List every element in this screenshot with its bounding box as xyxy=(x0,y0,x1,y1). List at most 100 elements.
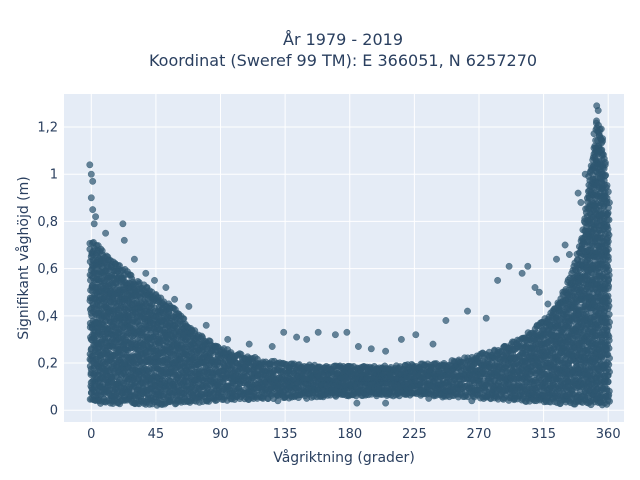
data-point xyxy=(151,276,158,284)
data-point xyxy=(171,295,179,303)
data-point xyxy=(343,328,351,336)
data-point xyxy=(604,253,612,261)
y-tick-label: 0,8 xyxy=(37,215,58,230)
data-point xyxy=(89,206,97,214)
data-point xyxy=(314,328,322,336)
data-point xyxy=(603,181,611,189)
data-point xyxy=(280,328,288,336)
data-point xyxy=(102,229,110,237)
data-point xyxy=(87,170,95,178)
data-point xyxy=(581,170,589,178)
data-point xyxy=(442,317,450,324)
data-point xyxy=(601,161,609,169)
data-point xyxy=(274,397,282,405)
x-tick-label: 0 xyxy=(87,427,95,442)
data-point xyxy=(606,318,613,326)
data-point xyxy=(303,335,311,343)
data-point xyxy=(600,151,607,159)
data-point xyxy=(293,333,300,341)
data-point xyxy=(367,345,375,353)
y-tick-label: 0,2 xyxy=(37,357,58,372)
data-point xyxy=(120,236,128,244)
data-point xyxy=(425,394,433,402)
data-point xyxy=(130,255,138,263)
data-point xyxy=(606,397,613,405)
y-tick-label: 1,2 xyxy=(37,121,58,136)
chart-subtitle: Koordinat (Sweref 99 TM): E 366051, N 62… xyxy=(149,51,537,70)
data-point xyxy=(382,399,389,407)
data-point xyxy=(605,361,613,368)
x-tick-label: 315 xyxy=(531,427,556,442)
data-point xyxy=(605,231,613,239)
data-point xyxy=(482,314,490,322)
data-point xyxy=(574,189,582,197)
x-tick-label: 360 xyxy=(596,427,621,442)
data-point xyxy=(464,307,471,315)
data-points xyxy=(86,102,613,409)
data-point xyxy=(89,177,97,185)
data-point xyxy=(468,397,476,405)
data-point xyxy=(535,288,543,296)
data-point xyxy=(605,387,613,395)
data-point xyxy=(606,354,613,362)
data-point xyxy=(605,245,612,253)
data-point xyxy=(604,225,612,233)
data-point xyxy=(353,399,361,407)
data-point xyxy=(185,302,193,310)
x-tick-label: 135 xyxy=(273,427,298,442)
data-point xyxy=(577,199,585,206)
data-point xyxy=(605,310,613,318)
data-point xyxy=(602,171,609,179)
data-point xyxy=(544,300,552,308)
x-tick-label: 225 xyxy=(402,427,427,442)
y-tick-label: 0,6 xyxy=(37,262,58,277)
data-point xyxy=(303,394,311,402)
data-point xyxy=(87,194,95,202)
data-point xyxy=(553,255,560,263)
data-point xyxy=(605,266,613,274)
data-point xyxy=(202,321,210,329)
data-point xyxy=(162,284,170,291)
data-point xyxy=(605,216,613,224)
data-point xyxy=(605,344,613,352)
data-point xyxy=(561,241,569,249)
data-point xyxy=(604,188,612,196)
data-point xyxy=(354,343,362,350)
x-tick-label: 180 xyxy=(337,427,362,442)
data-point xyxy=(599,137,606,145)
data-point xyxy=(331,331,339,339)
data-point xyxy=(90,220,98,228)
data-point xyxy=(524,262,532,270)
y-axis-title: Signifikant våghöjd (m) xyxy=(15,176,32,339)
data-point xyxy=(382,347,389,355)
x-tick-label: 90 xyxy=(212,427,229,442)
data-point xyxy=(119,220,127,228)
data-point xyxy=(429,340,437,348)
y-tick-label: 0 xyxy=(50,404,58,419)
data-point xyxy=(505,262,513,270)
data-point xyxy=(86,161,94,169)
data-point xyxy=(605,282,612,290)
data-point xyxy=(606,368,613,376)
chart-title: År 1979 - 2019 xyxy=(283,30,403,49)
data-point xyxy=(597,125,605,133)
data-point xyxy=(605,333,613,340)
data-point xyxy=(142,269,150,277)
data-point xyxy=(604,292,612,300)
data-point xyxy=(566,251,573,258)
data-point xyxy=(606,199,613,207)
data-point xyxy=(412,331,420,339)
x-axis-title: Vågriktning (grader) xyxy=(273,449,415,466)
x-tick-label: 45 xyxy=(148,427,165,442)
y-tick-label: 1 xyxy=(50,168,58,183)
data-point xyxy=(511,394,519,402)
data-point xyxy=(594,107,602,114)
x-axis-ticks: 0 45 90 135 180 225 270 315 360 xyxy=(87,427,620,442)
x-tick-label: 270 xyxy=(467,427,492,442)
data-point xyxy=(604,238,612,245)
data-point xyxy=(224,335,232,343)
data-point xyxy=(245,340,253,348)
data-point xyxy=(92,213,100,221)
data-point xyxy=(268,343,276,350)
y-axis-ticks: 00,20,40,60,811,2 xyxy=(37,121,58,419)
